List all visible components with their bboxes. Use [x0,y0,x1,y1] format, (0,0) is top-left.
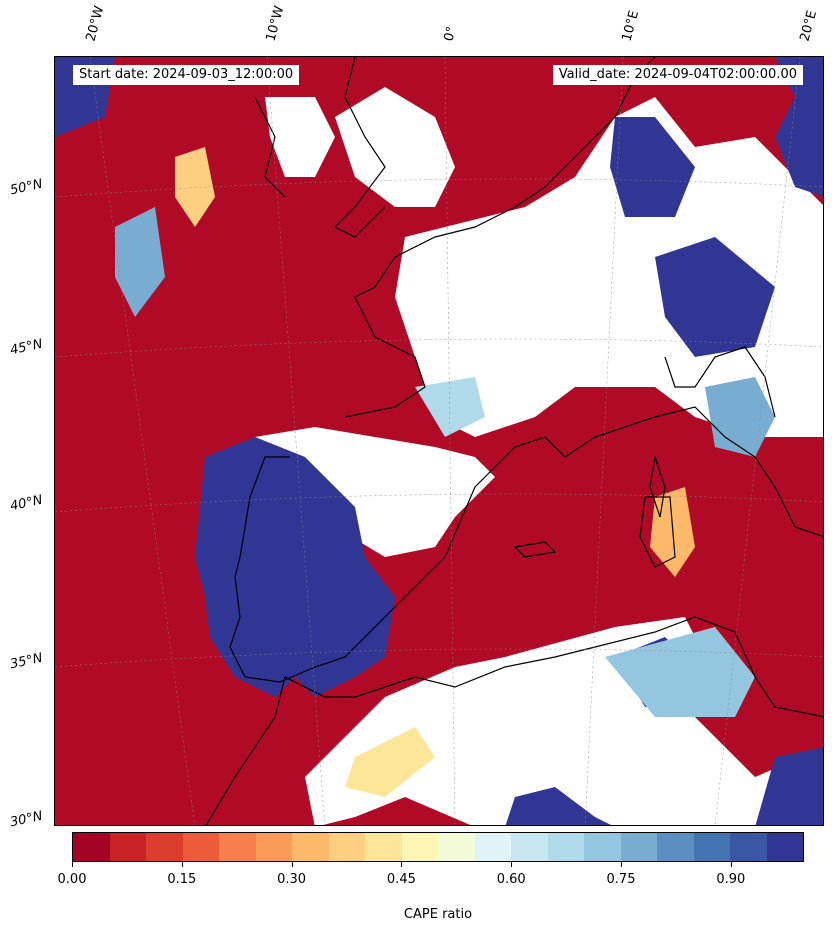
colorbar-segment [328,833,365,861]
colorbar-tick-mark [511,862,513,867]
lat-label-50n: 50°N [8,176,44,199]
colorbar-segment [146,833,183,861]
colorbar-segment [255,833,292,861]
lon-label-0: 0° [441,24,460,43]
colorbar-segment [730,833,767,861]
lon-label-10w: 10°W [263,4,288,43]
colorbar-segment [219,833,256,861]
colorbar-segment [620,833,657,861]
lat-label-45n: 45°N [8,336,44,359]
lat-label-35n: 35°N [8,650,44,673]
colorbar-segment [766,833,803,861]
colorbar-tick-label: 0.90 [716,872,746,887]
colorbar [72,832,804,862]
colorbar-segment [438,833,475,861]
colorbar-label: CAPE ratio [403,907,473,922]
map-frame: Start date: 2024-09-03_12:00:00 Valid_da… [54,56,824,826]
colorbar-tick-mark [401,862,403,867]
colorbar-segment [474,833,511,861]
colorbar-segment [693,833,730,861]
colorbar-tick-label: 0.45 [386,872,416,887]
colorbar-tick-label: 0.60 [496,872,526,887]
start-date-label: Start date: 2024-09-03_12:00:00 [73,65,300,85]
lat-label-30n: 30°N [8,808,44,831]
colorbar-tick-mark [291,862,293,867]
colorbar-segment [584,833,621,861]
lat-label-40n: 40°N [8,492,44,515]
colorbar-segment [365,833,402,861]
colorbar-tick-mark [72,862,73,867]
lon-label-20w: 20°W [83,4,108,43]
colorbar-segment [657,833,694,861]
colorbar-segment [511,833,548,861]
colorbar-tick-mark [730,862,732,867]
colorbar-tick-mark [181,862,183,867]
colorbar-segment [73,833,110,861]
coastlines [205,57,823,825]
colorbar-segment [182,833,219,861]
colorbar-tick-label: 0.00 [57,872,87,887]
colorbar-tick-label: 0.30 [277,872,307,887]
colorbar-tick-label: 0.75 [606,872,636,887]
colorbar-tick-label: 0.15 [167,872,197,887]
graticule [55,57,823,825]
colorbar-segment [109,833,146,861]
colorbar-tick-mark [621,862,622,867]
colorbar-segment [547,833,584,861]
transition-regions [115,147,775,797]
valid-date-label: Valid_date: 2024-09-04T02:00:00.00 [552,65,803,85]
cape-ratio-map [55,57,823,825]
lon-label-20e: 20°E [797,8,821,44]
lon-label-10e: 10°E [619,8,643,44]
colorbar-segment [292,833,329,861]
colorbar-segment [401,833,438,861]
